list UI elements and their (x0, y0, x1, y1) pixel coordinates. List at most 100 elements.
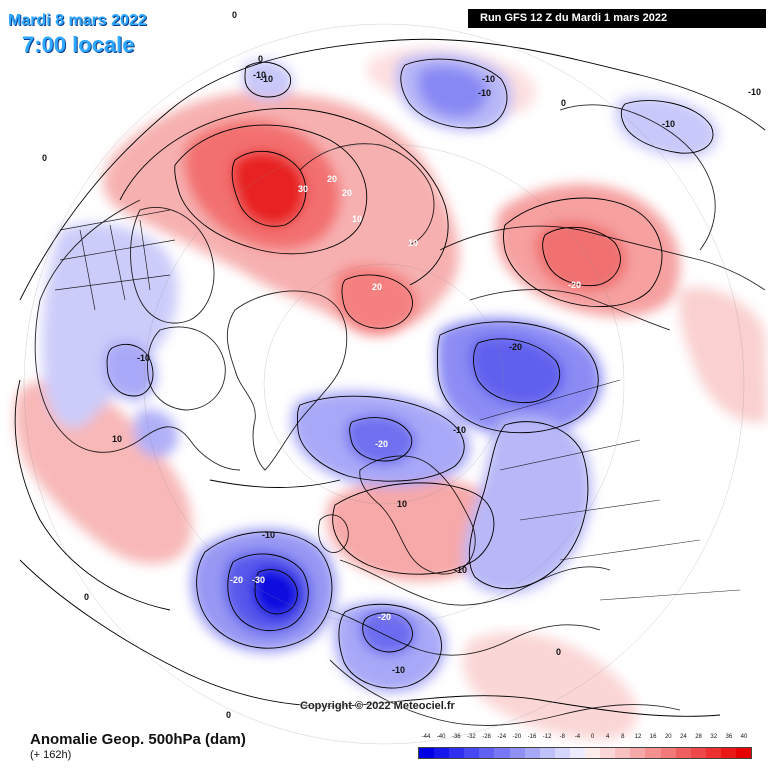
label-scand-minus20: -20 (375, 439, 388, 449)
color-scale-tick: 16 (649, 734, 657, 740)
grid-circle-inner (263, 263, 505, 505)
color-scale-tick: -44 (421, 734, 431, 740)
contours (14, 38, 766, 717)
label-europe-10: 10 (397, 499, 407, 509)
label-atl-0: 0 (84, 592, 89, 602)
label-asia-0: 0 (561, 98, 566, 108)
coastline-russia-north (469, 289, 671, 331)
contour-med-minus10 (338, 603, 442, 689)
label-ne-pac-minus10: -10 (662, 119, 675, 129)
label-ne-canada-10: 10 (352, 214, 362, 224)
color-scale-tick: 36 (725, 734, 733, 740)
contour-ne-canada-10 (119, 108, 449, 286)
contour-med-minus20 (362, 612, 413, 653)
color-scale-tick: 32 (710, 734, 718, 740)
label-ne-canada-peak: 30 (298, 184, 308, 194)
negative-anomaly-south-pacific (134, 409, 179, 457)
coastline-scandinavia (359, 455, 476, 575)
contour-labels: 30 20 20 10 10 20 -20 0 -10 -10 -10 -10 … (42, 10, 761, 720)
label-alaska-minus10b: -10 (260, 74, 273, 84)
color-scale-tick: 40 (740, 734, 748, 740)
color-scale-labels: -44 -40 -36 -32 -28 -24 -20 -16 -12 -8 -4 0 4 8 12 16 20… (418, 734, 758, 746)
contour-siberia-20 (542, 226, 621, 287)
contour-greenland-20 (341, 274, 413, 329)
contour-ne-canada-30 (231, 150, 307, 227)
color-scale-tick: -40 (436, 734, 446, 740)
contour-westcoast-minus10 (106, 344, 154, 397)
contour-zero-south (19, 559, 721, 717)
label-ne-canada-20b: 20 (342, 188, 352, 198)
color-scale-tick: -28 (482, 734, 491, 740)
contour-norw-minus10 (296, 395, 465, 482)
negative-anomaly-atlantic-core (252, 567, 301, 618)
color-scale-swatch (660, 748, 676, 758)
contour-scand-minus20 (473, 338, 561, 404)
label-east-siberia-minus10a: -10 (482, 74, 495, 84)
coastline-east-asia (559, 104, 716, 251)
contour-urals-minus10 (468, 421, 589, 590)
contour-atl-minus30 (254, 569, 298, 615)
label-greenland-20: 20 (372, 282, 382, 292)
label-europe-minus10: -10 (454, 565, 467, 575)
borders-canada (54, 209, 176, 311)
contour-europe-10 (332, 482, 495, 575)
color-scale-tick: 0 (590, 734, 595, 740)
color-scale-swatch (690, 748, 706, 758)
label-west-coast-10: 10 (112, 434, 122, 444)
label-ne-canada-20a: 20 (327, 174, 337, 184)
model-run-info: Run GFS 12 Z du Mardi 1 mars 2022 (468, 9, 766, 28)
color-scale-swatch (675, 748, 691, 758)
negative-anomaly-norwegian-core (346, 415, 416, 465)
color-scale-swatch (554, 748, 570, 758)
grid-circle-middle (143, 143, 625, 625)
negative-anomaly-east-siberia-core (417, 66, 488, 118)
label-alaska-0: 0 (258, 54, 263, 64)
label-med-minus10: -10 (392, 665, 405, 675)
color-scale-swatch (434, 748, 450, 758)
negative-anomaly-canada-west (42, 222, 178, 429)
label-west-0: 0 (42, 153, 47, 163)
contour-alaska-minus10 (244, 61, 291, 98)
coastline-hudson-bay (147, 326, 226, 411)
negative-anomaly-med-core (359, 610, 416, 655)
label-sw-0: 0 (226, 710, 231, 720)
negative-anomaly-west-coast (104, 341, 157, 400)
color-scale-swatch (539, 748, 555, 758)
color-scale-swatch (509, 748, 525, 758)
label-med-minus20: -20 (378, 612, 391, 622)
positive-anomaly-africa (462, 632, 638, 740)
contour-zero-west (209, 479, 341, 488)
color-scale-swatch (630, 748, 646, 758)
contour-atl-minus10 (196, 531, 333, 649)
color-scale-tick: 8 (621, 734, 625, 740)
copyright: Copyright © 2022 Meteociel.fr (300, 700, 455, 712)
color-scale-swatch (464, 748, 480, 758)
color-scale-tick: -32 (467, 734, 476, 740)
lat-lon-grid (23, 23, 745, 745)
label-scand-minus10: -10 (453, 425, 466, 435)
label-atl-minus20: -20 (230, 575, 243, 585)
contour-norw-minus20 (349, 417, 413, 462)
color-scale-swatch (585, 748, 601, 758)
contour-atl-minus20 (227, 553, 309, 631)
color-scale-tick: -36 (451, 734, 461, 740)
contour-scand-minus10 (436, 321, 599, 434)
coastline-siberia (439, 225, 766, 291)
color-scale-tick: 20 (664, 734, 672, 740)
positive-anomaly-siberia-core (534, 221, 628, 292)
grid-circle-outer (23, 23, 745, 745)
color-scale-bar (418, 747, 752, 759)
color-scale-tick: -20 (512, 734, 522, 740)
contour-zero-main (19, 38, 766, 301)
color-scale-tick: -24 (497, 734, 507, 740)
color-scale-swatch (449, 748, 465, 758)
lead-time: (+ 162h) (30, 749, 72, 761)
color-scale-tick: -8 (559, 734, 565, 740)
contour-east-siberia-minus10 (400, 58, 508, 129)
label-atl-minus10: -10 (262, 530, 275, 540)
coastline-greenland (226, 290, 348, 471)
color-scale-swatch (479, 748, 495, 758)
coastline-europe (339, 559, 611, 606)
color-scale-tick: -12 (542, 734, 552, 740)
coastline-canadian-archipelago (130, 206, 215, 324)
